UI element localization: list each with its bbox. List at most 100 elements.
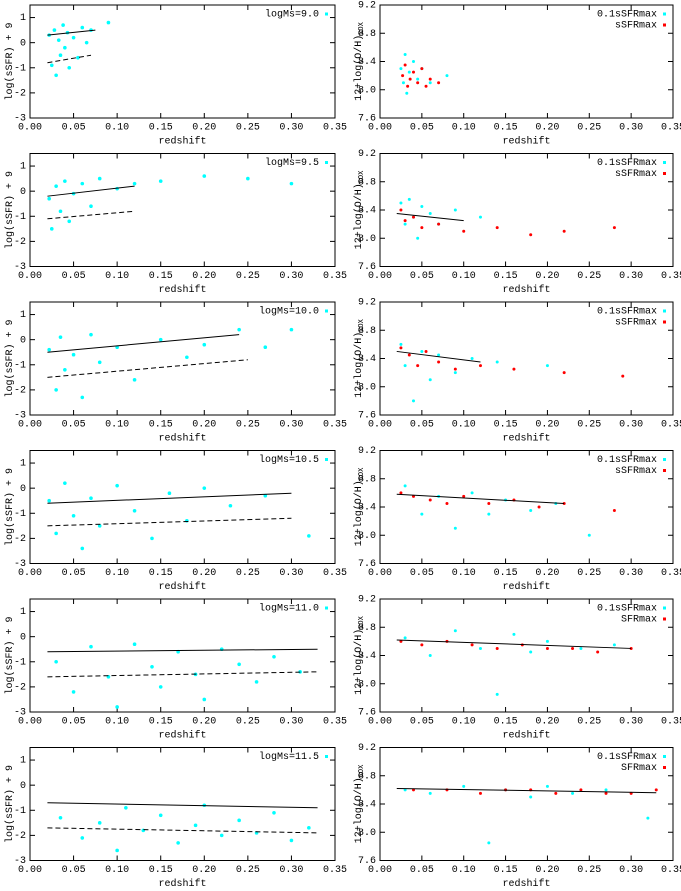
point xyxy=(289,181,294,186)
fit-line xyxy=(47,334,240,353)
y-tick-label: 0 xyxy=(20,335,26,346)
point xyxy=(512,632,516,636)
point xyxy=(97,524,102,528)
point xyxy=(545,364,549,368)
point xyxy=(71,352,76,357)
point xyxy=(237,818,241,823)
point xyxy=(49,227,54,231)
point xyxy=(411,399,415,403)
y-axis-label-main: log(sSFR) + 9 xyxy=(4,171,16,249)
x-tick-label: 0.00 xyxy=(18,717,42,728)
x-tick-label: 0.20 xyxy=(192,123,216,134)
y-axis-label-sub: COX xyxy=(358,318,366,331)
point xyxy=(646,816,650,820)
point xyxy=(115,483,119,488)
legend-marker xyxy=(325,309,328,313)
point xyxy=(228,503,233,508)
panel: 0.00 0.05 0.10 0.15 0.20 0.25 0.30 0.35 -3 -2 -1 0 1… xyxy=(4,747,347,890)
x-tick-label: 0.20 xyxy=(535,865,559,876)
point xyxy=(621,374,625,378)
legend-label: logMs=11.5 xyxy=(259,751,319,763)
y-tick-label: 8.0 xyxy=(358,382,376,393)
point xyxy=(115,848,119,853)
x-tick-label: 0.00 xyxy=(18,123,42,134)
point xyxy=(61,23,65,27)
point xyxy=(158,813,163,818)
x-axis-label: redshift xyxy=(502,730,550,742)
x-tick-label: 0.30 xyxy=(619,271,643,282)
point xyxy=(428,498,432,502)
legend-label: logMs=11.0 xyxy=(259,603,319,615)
point xyxy=(462,494,466,498)
x-tick-label: 0.15 xyxy=(149,271,173,282)
legend-marker xyxy=(325,458,328,461)
y-tick-label: 8.8 xyxy=(358,326,376,337)
point xyxy=(89,644,93,649)
y-tick-label: 9.2 xyxy=(358,743,376,754)
x-tick-label: 0.10 xyxy=(452,865,476,876)
y-axis-label: 12+log(O/H)COX xyxy=(353,467,366,546)
legend-marker xyxy=(663,172,666,175)
point xyxy=(124,805,128,810)
fit-line xyxy=(47,802,318,809)
point xyxy=(579,646,583,650)
fit-line xyxy=(47,185,135,197)
x-axis-label: redshift xyxy=(502,581,550,593)
point xyxy=(71,513,76,518)
x-tick-label: 0.20 xyxy=(192,865,216,876)
x-tick-label: 0.30 xyxy=(619,123,643,134)
point xyxy=(403,52,407,56)
y-tick-label: 7.6 xyxy=(358,856,376,867)
x-tick-label: 0.10 xyxy=(452,568,476,579)
x-tick-label: 0.00 xyxy=(18,865,42,876)
x-tick-label: 0.15 xyxy=(494,568,518,579)
point xyxy=(115,705,119,709)
y-tick-label: 8.8 xyxy=(358,29,376,40)
point xyxy=(403,788,407,792)
point xyxy=(193,823,198,828)
point xyxy=(63,481,67,485)
point xyxy=(307,534,311,538)
legend-label: logMs=10.5 xyxy=(259,454,319,466)
y-tick-label: 7.6 xyxy=(358,114,376,125)
x-axis-label: redshift xyxy=(502,878,550,890)
x-tick-label: 0.20 xyxy=(192,568,216,579)
point xyxy=(545,646,549,650)
point xyxy=(445,74,449,78)
y-tick-label: 7.6 xyxy=(358,262,376,273)
point xyxy=(80,836,85,840)
y-tick-label: 1 xyxy=(20,756,26,767)
point xyxy=(478,646,482,650)
x-tick-label: 0.30 xyxy=(619,717,643,728)
point xyxy=(158,337,163,342)
y-axis-label-sub: COX xyxy=(358,615,366,628)
y-tick-label: -1 xyxy=(14,806,26,817)
x-axis-label: redshift xyxy=(502,136,550,148)
point xyxy=(202,174,207,178)
y-tick-label: 7.6 xyxy=(358,559,376,570)
legend-label: sSFRmax xyxy=(615,318,657,329)
point xyxy=(420,204,424,208)
y-axis-label-main: 12+log(O/H) xyxy=(353,35,365,101)
x-tick-label: 0.35 xyxy=(323,271,347,282)
point xyxy=(428,791,432,795)
y-tick-label: 8.0 xyxy=(358,828,376,839)
point xyxy=(54,531,58,536)
point xyxy=(428,81,432,85)
x-axis-label: redshift xyxy=(158,730,206,742)
point xyxy=(420,643,424,647)
panel: 0.00 0.05 0.10 0.15 0.20 0.25 0.30 0.35 -3 -2 -1 0 1… xyxy=(4,4,347,148)
y-tick-label: 8.8 xyxy=(358,474,376,485)
x-tick-label: 0.25 xyxy=(577,717,601,728)
plot-frame xyxy=(29,4,336,119)
x-tick-label: 0.00 xyxy=(368,271,392,282)
fit-line xyxy=(396,787,657,794)
point xyxy=(158,179,163,183)
point xyxy=(150,665,154,669)
y-tick-label: 8.8 xyxy=(358,771,376,782)
x-tick-label: 0.20 xyxy=(535,717,559,728)
point xyxy=(158,685,163,689)
point xyxy=(411,60,415,63)
point xyxy=(512,367,516,371)
x-tick-label: 0.20 xyxy=(192,271,216,282)
